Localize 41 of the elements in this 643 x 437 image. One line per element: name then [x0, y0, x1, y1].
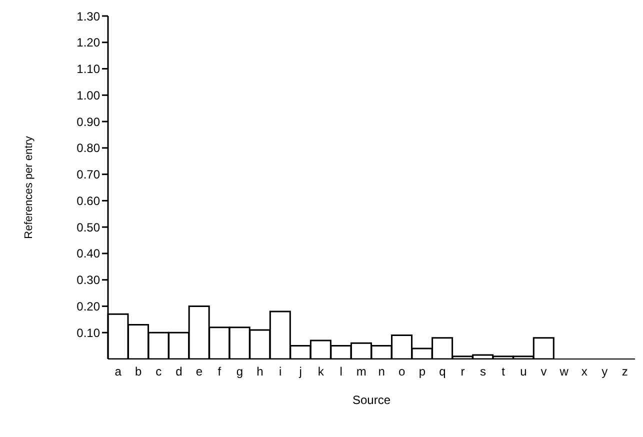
x-tick-label: a	[114, 364, 122, 379]
y-tick-label: 0.40	[76, 246, 100, 261]
y-tick-label: 0.50	[76, 220, 100, 234]
y-tick-label: 0.30	[76, 273, 100, 288]
x-tick-label: g	[236, 364, 244, 379]
x-tick-label: f	[218, 364, 222, 379]
y-tick-label: 0.10	[76, 326, 100, 340]
x-tick-label: x	[581, 364, 588, 379]
x-tick-label: b	[135, 364, 142, 379]
y-axis-title: References per entry	[22, 136, 35, 239]
y-tick-label: 0.80	[76, 141, 100, 156]
x-tick-label: t	[502, 364, 506, 379]
y-tick-label: 0.90	[76, 114, 100, 129]
x-tick-label: n	[378, 364, 385, 379]
x-tick-label: d	[176, 364, 182, 379]
x-tick-label: r	[460, 364, 465, 379]
x-tick-label: e	[196, 364, 203, 379]
y-tick-label: 0.60	[76, 194, 100, 208]
x-tick-label: h	[256, 364, 264, 379]
x-tick-label: s	[480, 364, 486, 379]
y-tick-label: 1.20	[76, 36, 100, 50]
y-tick-label: 1.00	[76, 88, 100, 102]
x-tick-label: l	[340, 364, 342, 379]
x-tick-label: o	[398, 364, 406, 379]
x-tick-label: p	[418, 364, 426, 379]
y-tick-label: 0.20	[76, 299, 100, 314]
x-tick-label: u	[520, 364, 527, 379]
x-tick-label: c	[156, 364, 162, 379]
x-tick-label: y	[602, 364, 608, 379]
x-tick-label: v	[540, 364, 547, 379]
x-tick-label: q	[439, 364, 446, 379]
x-axis-title: Source	[352, 393, 391, 407]
x-tick-label: i	[278, 364, 282, 379]
y-tick-label: 1.10	[76, 62, 100, 76]
x-tick-label: j	[298, 364, 302, 379]
x-tick-label: z	[622, 364, 628, 379]
x-tick-label: k	[318, 364, 325, 379]
x-tick-label: m	[356, 364, 366, 379]
y-tick-label: 0.70	[76, 168, 100, 182]
x-tick-label: w	[558, 364, 569, 379]
y-tick-label: 1.30	[76, 9, 100, 24]
